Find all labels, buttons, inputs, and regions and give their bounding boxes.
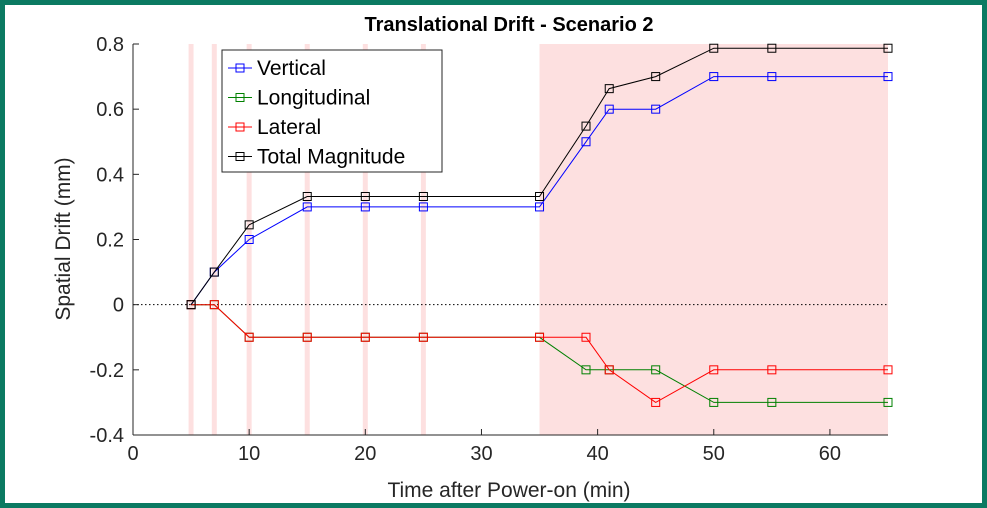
series-2-point-4 xyxy=(360,332,370,342)
series-3-point-1 xyxy=(209,267,219,277)
legend-marker-1 xyxy=(235,93,245,102)
series-3-point-11 xyxy=(767,43,777,53)
series-3-point-9 xyxy=(651,72,661,82)
series-1-point-11 xyxy=(767,397,777,407)
legend-label-1: Longitudinal xyxy=(257,87,370,110)
shade-band-3 xyxy=(304,44,310,435)
series-2-point-10 xyxy=(709,365,719,375)
series-0-point-5 xyxy=(418,202,428,212)
legend-marker-0 xyxy=(235,63,245,73)
legend-label-0: Vertical xyxy=(257,57,326,80)
legend-marker-3 xyxy=(235,152,245,161)
x-tick-label-3: 30 xyxy=(470,443,492,465)
series-3-point-2 xyxy=(244,220,254,230)
y-tick-label-3: 0.2 xyxy=(96,230,124,252)
x-tick-label-2: 20 xyxy=(354,443,376,465)
series-3-point-12 xyxy=(883,43,893,53)
series-3 xyxy=(186,43,893,310)
series-2-point-2 xyxy=(244,332,254,342)
series-3-point-8 xyxy=(604,84,614,94)
chart-title: Translational Drift - Scenario 2 xyxy=(365,14,654,36)
shade-band-4 xyxy=(362,44,368,435)
y-tick-label-2: 0 xyxy=(113,295,124,317)
series-3-point-6 xyxy=(535,191,545,201)
series-0-point-4 xyxy=(360,202,370,212)
series-0-point-2 xyxy=(244,235,254,244)
y-tick-label-0: -0.4 xyxy=(90,425,124,447)
series-1-point-7 xyxy=(581,365,591,375)
series-1-point-9 xyxy=(651,365,661,375)
series-0-point-11 xyxy=(767,72,777,82)
series-0-point-7 xyxy=(581,137,591,147)
x-tick-label-1: 10 xyxy=(238,443,260,465)
series-0-point-6 xyxy=(535,202,545,212)
series-3-point-7 xyxy=(581,121,591,131)
shade-band-0 xyxy=(188,44,194,435)
series-2-point-11 xyxy=(767,365,777,375)
series-1-point-12 xyxy=(883,397,893,407)
legend-label-2: Lateral xyxy=(257,116,321,139)
tick-labels: 0 10 20 30 40 50 60 -0.4 -0.2 0 0.2 0.4 0.6 0.8 xyxy=(90,34,842,465)
series-0-point-9 xyxy=(651,104,661,114)
series-line-0 xyxy=(190,76,888,305)
series-3-point-0 xyxy=(186,300,196,310)
series-2-point-1 xyxy=(209,300,219,310)
x-axis-label: Time after Power-on (min) xyxy=(387,479,630,502)
series-2-point-12 xyxy=(883,365,893,375)
series-3-point-5 xyxy=(418,191,428,201)
x-tick-label-0: 0 xyxy=(127,443,138,465)
series-2-point-8 xyxy=(604,365,614,375)
legend: Vertical Longitudinal Lateral Total Magnitu… xyxy=(221,49,443,173)
series-2-point-9 xyxy=(651,397,661,407)
legend-label-3: Total Magnitude xyxy=(257,146,405,169)
x-tick-label-6: 60 xyxy=(819,443,841,465)
y-tick-label-1: -0.2 xyxy=(90,360,124,382)
series-3-point-4 xyxy=(360,191,370,201)
y-tick-label-6: 0.8 xyxy=(96,34,124,56)
x-tick-label-4: 40 xyxy=(586,443,608,465)
y-tick-label-4: 0.4 xyxy=(96,164,124,186)
series-2-point-6 xyxy=(535,332,545,342)
x-tick-label-5: 50 xyxy=(703,443,725,465)
series-1-point-10 xyxy=(709,397,719,407)
series-3-point-3 xyxy=(302,191,312,201)
legend-box xyxy=(221,49,443,173)
series-0-point-10 xyxy=(709,72,719,82)
series-0-point-8 xyxy=(604,104,614,114)
series-line-2 xyxy=(191,304,888,403)
series-line-3 xyxy=(190,47,888,305)
shade-band-5 xyxy=(420,44,426,435)
series-2-point-3 xyxy=(302,332,312,342)
legend-marker-2 xyxy=(235,122,245,132)
y-tick-label-5: 0.6 xyxy=(96,99,124,121)
shade-region xyxy=(539,44,888,435)
series-2-point-5 xyxy=(418,332,428,342)
series-layer xyxy=(186,43,893,407)
series-0-point-3 xyxy=(302,202,312,212)
series-0-point-12 xyxy=(883,72,893,82)
shade-band-1 xyxy=(211,44,217,435)
y-axis-label: Spatial Drift (mm) xyxy=(52,157,75,320)
series-3-point-10 xyxy=(709,43,719,53)
series-2-point-7 xyxy=(581,332,591,342)
